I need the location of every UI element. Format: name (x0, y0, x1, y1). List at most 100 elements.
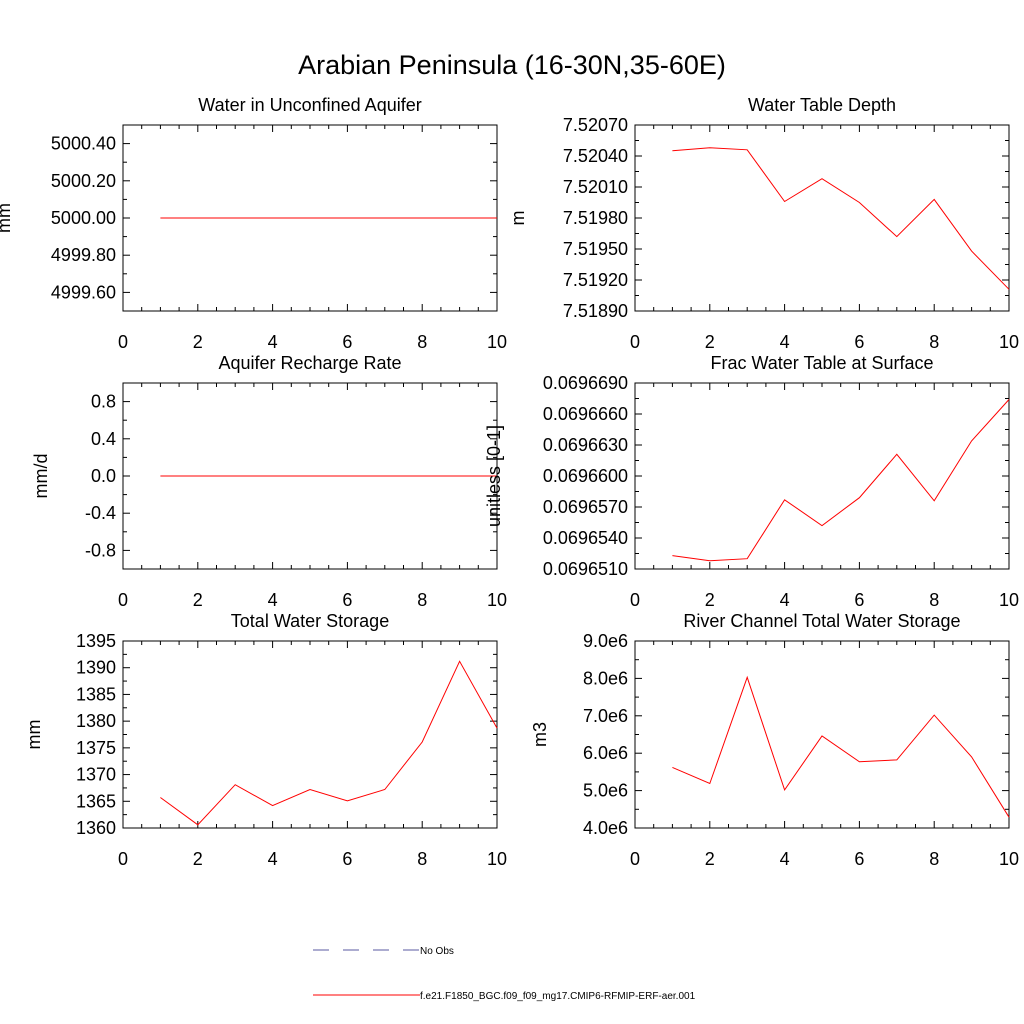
x-tick-label: 4 (780, 590, 790, 610)
chart-panel-4: Frac Water Table at Surface unitless [0-1… (484, 353, 1019, 610)
panel-title: Total Water Storage (231, 611, 389, 631)
x-tick-label: 2 (193, 849, 203, 869)
y-tick-label: 9.0e6 (583, 631, 628, 651)
y-tick-label: 5000.00 (51, 208, 116, 228)
y-axis-label: unitless [0-1] (484, 425, 504, 527)
x-tick-label: 8 (929, 590, 939, 610)
panel-title: River Channel Total Water Storage (683, 611, 960, 631)
x-tick-label: 0 (118, 849, 128, 869)
x-tick-label: 10 (999, 849, 1019, 869)
y-tick-label: 0.4 (91, 429, 116, 449)
x-tick-label: 0 (118, 332, 128, 352)
y-axis-label: mm/d (31, 454, 51, 499)
y-tick-label: 7.51890 (563, 301, 628, 321)
y-tick-label: 1375 (76, 738, 116, 758)
x-tick-label: 0 (630, 332, 640, 352)
y-tick-label: -0.4 (85, 503, 116, 523)
y-axis-label: m (508, 211, 528, 226)
chart-panel-5: Total Water Storage mm 0 2 4 6 8 10 1360 1365 1370… (24, 611, 507, 869)
y-tick-label: 0.0696660 (543, 404, 628, 424)
y-axis-label: m3 (530, 722, 550, 747)
y-tick-label: 4999.60 (51, 282, 116, 302)
legend-label-model-run: f.e21.F1850_BGC.f09_f09_mg17.CMIP6-RFMIP… (420, 991, 696, 1002)
legend-label-no-obs: No Obs (420, 946, 454, 957)
x-tick-label: 2 (705, 590, 715, 610)
x-tick-label: 6 (342, 849, 352, 869)
y-tick-label: 0.0696540 (543, 528, 628, 548)
plot-frame (122, 640, 498, 829)
y-tick-label: 0.0696690 (543, 373, 628, 393)
y-tick-label: 7.51980 (563, 208, 628, 228)
x-tick-label: 2 (193, 332, 203, 352)
x-tick-label: 6 (854, 590, 864, 610)
y-tick-label: 0.0696600 (543, 466, 628, 486)
panel-title: Water in Unconfined Aquifer (198, 95, 421, 115)
y-tick-label: 0.8 (91, 392, 116, 412)
plot-frame (634, 640, 1010, 829)
y-tick-label: 8.0e6 (583, 668, 628, 688)
x-tick-label: 8 (929, 332, 939, 352)
chart-panel-1: Water in Unconfined Aquifer mm 0 2 4 6 8 10 4999… (0, 95, 507, 352)
y-tick-label: 7.52010 (563, 177, 628, 197)
y-tick-label: 0.0 (91, 466, 116, 486)
plot-frame (634, 382, 1010, 570)
x-tick-label: 10 (487, 849, 507, 869)
y-tick-label: 1370 (76, 765, 116, 785)
x-tick-label: 4 (780, 849, 790, 869)
series-line-1 (672, 147, 1010, 290)
y-tick-label: 0.0696510 (543, 559, 628, 579)
chart-panel-3: Aquifer Recharge Rate mm/d 0 2 4 6 8 10 -0.8 -0.4… (31, 353, 507, 610)
series-line-1 (672, 399, 1010, 562)
x-tick-label: 10 (487, 590, 507, 610)
x-tick-label: 4 (268, 849, 278, 869)
x-tick-label: 2 (705, 849, 715, 869)
y-tick-label: 6.0e6 (583, 743, 628, 763)
x-tick-label: 10 (999, 590, 1019, 610)
x-tick-label: 6 (854, 849, 864, 869)
y-tick-label: 0.0696570 (543, 497, 628, 517)
series-line-1 (160, 660, 498, 826)
x-tick-label: 0 (118, 590, 128, 610)
y-tick-label: 1395 (76, 631, 116, 651)
y-tick-label: -0.8 (85, 540, 116, 560)
x-tick-label: 4 (268, 332, 278, 352)
x-tick-label: 2 (705, 332, 715, 352)
x-tick-label: 6 (854, 332, 864, 352)
x-tick-label: 8 (417, 332, 427, 352)
x-tick-label: 8 (417, 849, 427, 869)
x-tick-label: 6 (342, 332, 352, 352)
y-axis-label: mm (24, 720, 44, 750)
y-tick-label: 1390 (76, 658, 116, 678)
y-tick-label: 7.51950 (563, 239, 628, 259)
y-tick-label: 1360 (76, 818, 116, 838)
panel-title: Aquifer Recharge Rate (218, 353, 401, 373)
x-tick-label: 8 (417, 590, 427, 610)
y-tick-label: 7.0e6 (583, 706, 628, 726)
y-tick-label: 1385 (76, 684, 116, 704)
x-tick-label: 2 (193, 590, 203, 610)
x-tick-label: 4 (268, 590, 278, 610)
y-tick-label: 4.0e6 (583, 818, 628, 838)
x-tick-label: 4 (780, 332, 790, 352)
panel-title: Frac Water Table at Surface (710, 353, 933, 373)
legend: No Obs f.e21.F1850_BGC.f09_f09_mg17.CMIP… (313, 946, 696, 1002)
x-tick-label: 10 (487, 332, 507, 352)
x-tick-label: 0 (630, 849, 640, 869)
y-tick-label: 5000.40 (51, 134, 116, 154)
x-tick-label: 8 (929, 849, 939, 869)
y-tick-label: 5.0e6 (583, 781, 628, 801)
y-tick-label: 4999.80 (51, 245, 116, 265)
y-tick-label: 0.0696630 (543, 435, 628, 455)
panel-title: Water Table Depth (748, 95, 896, 115)
y-axis-label: mm (0, 203, 14, 233)
x-tick-label: 0 (630, 590, 640, 610)
chart-panel-6: River Channel Total Water Storage m3 0 2 4 6 8… (530, 611, 1019, 869)
figure-title: Arabian Peninsula (16-30N,35-60E) (298, 50, 726, 80)
y-tick-label: 1380 (76, 711, 116, 731)
y-tick-label: 5000.20 (51, 171, 116, 191)
y-tick-label: 7.51920 (563, 270, 628, 290)
series-line-1 (672, 675, 1010, 818)
chart-panel-2: Water Table Depth m 0 2 4 6 8 10 7.51890 7.51920 7… (508, 95, 1019, 352)
y-tick-label: 7.52070 (563, 115, 628, 135)
